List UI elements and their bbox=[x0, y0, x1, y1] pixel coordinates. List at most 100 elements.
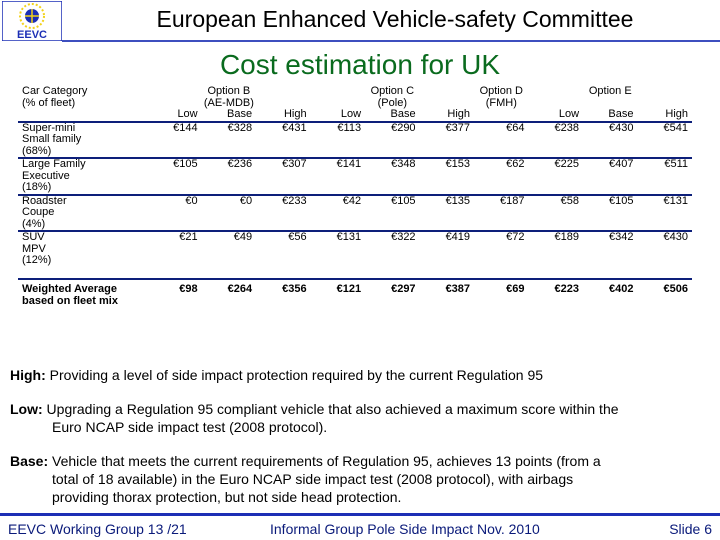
table-header-row-3: Low Base High Low Base High Low Base Hig… bbox=[18, 108, 692, 123]
cell: €58 bbox=[528, 194, 584, 232]
table-row: Super-mini Small family (68%) €144 €328 €4… bbox=[18, 121, 692, 159]
eevc-logo-graphic: EEVC bbox=[1, 0, 63, 42]
cell: €431 bbox=[256, 121, 311, 159]
col-header-option-e: Option E bbox=[588, 85, 632, 97]
cell: €69 bbox=[506, 283, 525, 295]
row-label: Roadster Coupe (4%) bbox=[18, 194, 148, 232]
cell: €121 bbox=[336, 283, 362, 295]
row-label: Weighted Average based on fleet mix bbox=[22, 283, 118, 307]
cost-table: Car Category Option B Option C Option D … bbox=[18, 85, 692, 310]
logo-text: EEVC bbox=[17, 29, 47, 41]
footer-divider bbox=[0, 513, 720, 516]
col-subheader-ae-mdb: (AE-MDB) bbox=[203, 96, 254, 109]
cell: €377 bbox=[419, 121, 475, 159]
footer-left: EEVC Working Group 13 /21 bbox=[8, 521, 187, 537]
cell: €307 bbox=[256, 158, 311, 196]
table-header-row-2: (% of fleet) (AE-MDB) (Pole) (FMH) bbox=[18, 96, 692, 110]
cell: €64 bbox=[474, 121, 529, 159]
cell: €233 bbox=[256, 194, 311, 232]
cell: €419 bbox=[419, 231, 475, 280]
note-text: Providing a level of side impact protect… bbox=[49, 367, 544, 383]
table-header-row-1: Car Category Option B Option C Option D … bbox=[18, 85, 692, 98]
cell: €189 bbox=[528, 231, 584, 280]
cell: €297 bbox=[391, 283, 416, 295]
note-label: Low: bbox=[10, 401, 43, 417]
col-base: Base bbox=[201, 108, 257, 123]
col-high: High bbox=[256, 108, 311, 123]
row-label: Large Family Executive (18%) bbox=[18, 158, 148, 196]
cell: €141 bbox=[310, 158, 366, 196]
table-row: Roadster Coupe (4%) €0 €0 €233 €42 €105 €1… bbox=[18, 194, 692, 232]
cell: €506 bbox=[663, 283, 688, 295]
col-header-category: Car Category bbox=[22, 85, 88, 97]
note-label: High: bbox=[10, 367, 46, 383]
note-base: Base: Vehicle that meets the current req… bbox=[10, 452, 710, 506]
weighted-average-row: Weighted Average based on fleet mix €98 €… bbox=[18, 279, 692, 310]
cell: €430 bbox=[583, 121, 638, 159]
col-header-option-c: Option C bbox=[370, 85, 415, 97]
cell: €62 bbox=[474, 158, 529, 196]
table-row: Large Family Executive (18%) €105 €236 €30… bbox=[18, 158, 692, 196]
col-subheader-fleet: (% of fleet) bbox=[22, 96, 76, 109]
eevc-logo: EEVC bbox=[1, 0, 63, 42]
cell: €113 bbox=[310, 121, 366, 159]
cell: €105 bbox=[365, 194, 420, 232]
cell: €402 bbox=[609, 283, 634, 295]
col-low: Low bbox=[310, 108, 366, 123]
note-low: Low: Upgrading a Regulation 95 compliant… bbox=[10, 400, 710, 436]
col-header-option-d: Option D bbox=[479, 85, 523, 97]
col-low: Low bbox=[528, 108, 584, 123]
col-base: Base bbox=[365, 108, 420, 123]
header-divider bbox=[62, 40, 720, 42]
cell: €153 bbox=[419, 158, 475, 196]
col-low: Low bbox=[147, 108, 202, 123]
col-subheader-fmh: (FMH) bbox=[485, 96, 517, 109]
col-subheader-pole: (Pole) bbox=[377, 96, 407, 109]
header-bar: EEVC European Enhanced Vehicle-safety Co… bbox=[0, 0, 720, 42]
cell: €0 bbox=[147, 194, 202, 232]
col-base: Base bbox=[583, 108, 638, 123]
cell: €105 bbox=[147, 158, 202, 196]
cell: €72 bbox=[474, 231, 529, 280]
cell: €290 bbox=[365, 121, 420, 159]
cell: €225 bbox=[528, 158, 584, 196]
cell: €0 bbox=[201, 194, 257, 232]
cell: €238 bbox=[528, 121, 584, 159]
cell: €42 bbox=[310, 194, 366, 232]
cell: €387 bbox=[445, 283, 471, 295]
cell: €236 bbox=[201, 158, 257, 196]
note-text: Euro NCAP side impact test (2008 protoco… bbox=[52, 419, 328, 435]
slide-number: Slide 6 bbox=[669, 521, 712, 537]
cell: €342 bbox=[583, 231, 638, 280]
cell: €56 bbox=[256, 231, 311, 280]
cell: €348 bbox=[365, 158, 420, 196]
cell: €322 bbox=[365, 231, 420, 280]
note-text: Upgrading a Regulation 95 compliant vehi… bbox=[46, 401, 619, 417]
cell: €131 bbox=[637, 194, 692, 232]
header-title: European Enhanced Vehicle-safety Committ… bbox=[156, 6, 634, 32]
cell: €511 bbox=[637, 158, 692, 196]
cell: €356 bbox=[282, 283, 307, 295]
row-label: SUV MPV (12%) bbox=[18, 231, 148, 280]
row-label: Super-mini Small family (68%) bbox=[18, 121, 148, 159]
note-high: High: Providing a level of side impact p… bbox=[10, 366, 710, 384]
footer-center: Informal Group Pole Side Impact Nov. 201… bbox=[270, 521, 540, 537]
cell: €131 bbox=[310, 231, 366, 280]
note-text: total of 18 available) in the Euro NCAP … bbox=[52, 471, 574, 487]
cell: €135 bbox=[419, 194, 475, 232]
note-label: Base: bbox=[10, 453, 49, 469]
col-high: High bbox=[419, 108, 475, 123]
cell: €144 bbox=[147, 121, 202, 159]
cell: €105 bbox=[583, 194, 638, 232]
cell: €541 bbox=[637, 121, 692, 159]
cell: €328 bbox=[201, 121, 257, 159]
cell: €21 bbox=[147, 231, 202, 280]
note-text: providing thorax protection, but not sid… bbox=[52, 489, 402, 505]
slide-title: Cost estimation for UK bbox=[219, 49, 501, 80]
cost-table-container: Car Category Option B Option C Option D … bbox=[18, 85, 692, 352]
cell: €407 bbox=[583, 158, 638, 196]
cell: €223 bbox=[554, 283, 580, 295]
cell: €430 bbox=[637, 231, 692, 280]
cell: €49 bbox=[201, 231, 257, 280]
table-row: SUV MPV (12%) €21 €49 €56 €131 €322 €419 €… bbox=[18, 231, 692, 280]
